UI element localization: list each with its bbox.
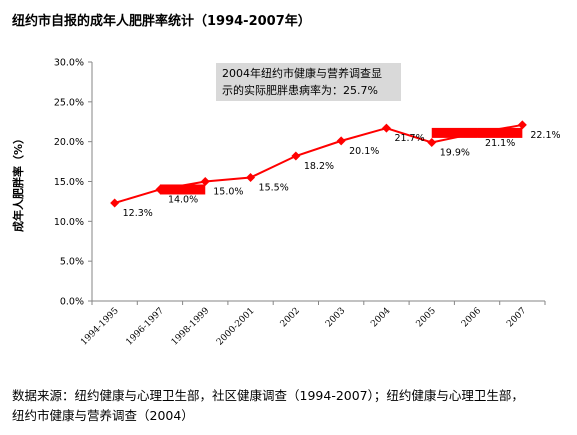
data-label: 12.3% xyxy=(123,208,153,219)
y-tick-label: 0.0% xyxy=(60,297,84,308)
series-line xyxy=(114,123,523,204)
source-note: 数据来源：纽约健康与心理卫生部，社区健康调查（1994-2007）；纽约健康与心… xyxy=(12,386,572,426)
data-label: 21.7% xyxy=(394,133,424,144)
data-point xyxy=(427,137,437,147)
x-tick-label: 2003 xyxy=(324,306,347,329)
data-label: 14.0% xyxy=(168,194,198,205)
data-point xyxy=(381,123,391,133)
source-line-2: 纽约市健康与营养调查（2004） xyxy=(12,408,194,423)
highlight-band xyxy=(477,127,523,138)
y-tick-label: 5.0% xyxy=(60,257,84,268)
data-point xyxy=(200,177,210,186)
data-label: 15.0% xyxy=(213,187,243,198)
data-label: 22.1% xyxy=(530,130,560,141)
y-tick-label: 30.0% xyxy=(54,58,84,69)
y-tick-label: 25.0% xyxy=(54,97,84,108)
annotation-box: 2004年纽约市健康与营养调查显 示的实际肥胖患病率为：25.7% xyxy=(216,63,401,101)
data-label: 20.1% xyxy=(349,146,379,157)
x-tick-label: 2000-2001 xyxy=(215,306,257,348)
x-tick-label: 1998-1999 xyxy=(170,306,212,348)
data-point xyxy=(155,184,165,194)
x-tick-label: 2006 xyxy=(460,306,483,329)
highlight-band xyxy=(159,184,206,195)
x-tick-label: 1996-1997 xyxy=(124,306,166,348)
x-tick-label: 2005 xyxy=(415,306,438,329)
highlight-band xyxy=(431,127,478,138)
annotation-line-1: 2004年纽约市健康与营养调查显 xyxy=(222,67,382,80)
data-label: 21.1% xyxy=(485,138,515,149)
data-point xyxy=(517,120,527,130)
data-point xyxy=(246,173,256,183)
data-point xyxy=(472,128,482,138)
y-tick-label: 20.0% xyxy=(54,137,84,148)
data-point xyxy=(110,198,120,208)
x-tick-label: 2007 xyxy=(505,306,528,329)
source-line-1: 数据来源：纽约健康与心理卫生部，社区健康调查（1994-2007）；纽约健康与心… xyxy=(12,388,524,403)
y-axis-label: 成年人肥胖率（%） xyxy=(12,132,25,232)
data-label: 19.9% xyxy=(440,147,470,158)
data-label: 15.5% xyxy=(259,183,289,194)
data-point xyxy=(336,136,346,146)
data-point xyxy=(291,151,301,161)
data-label: 18.2% xyxy=(304,161,334,172)
y-tick-label: 10.0% xyxy=(54,217,84,228)
x-tick-label: 2002 xyxy=(279,306,302,329)
x-tick-label: 2004 xyxy=(369,306,392,329)
y-tick-label: 15.0% xyxy=(54,177,84,188)
annotation-line-2: 示的实际肥胖患病率为：25.7% xyxy=(222,84,378,97)
x-tick-label: 1994-1995 xyxy=(79,306,121,348)
chart-title: 纽约市自报的成年人肥胖率统计（1994-2007年） xyxy=(12,14,311,29)
